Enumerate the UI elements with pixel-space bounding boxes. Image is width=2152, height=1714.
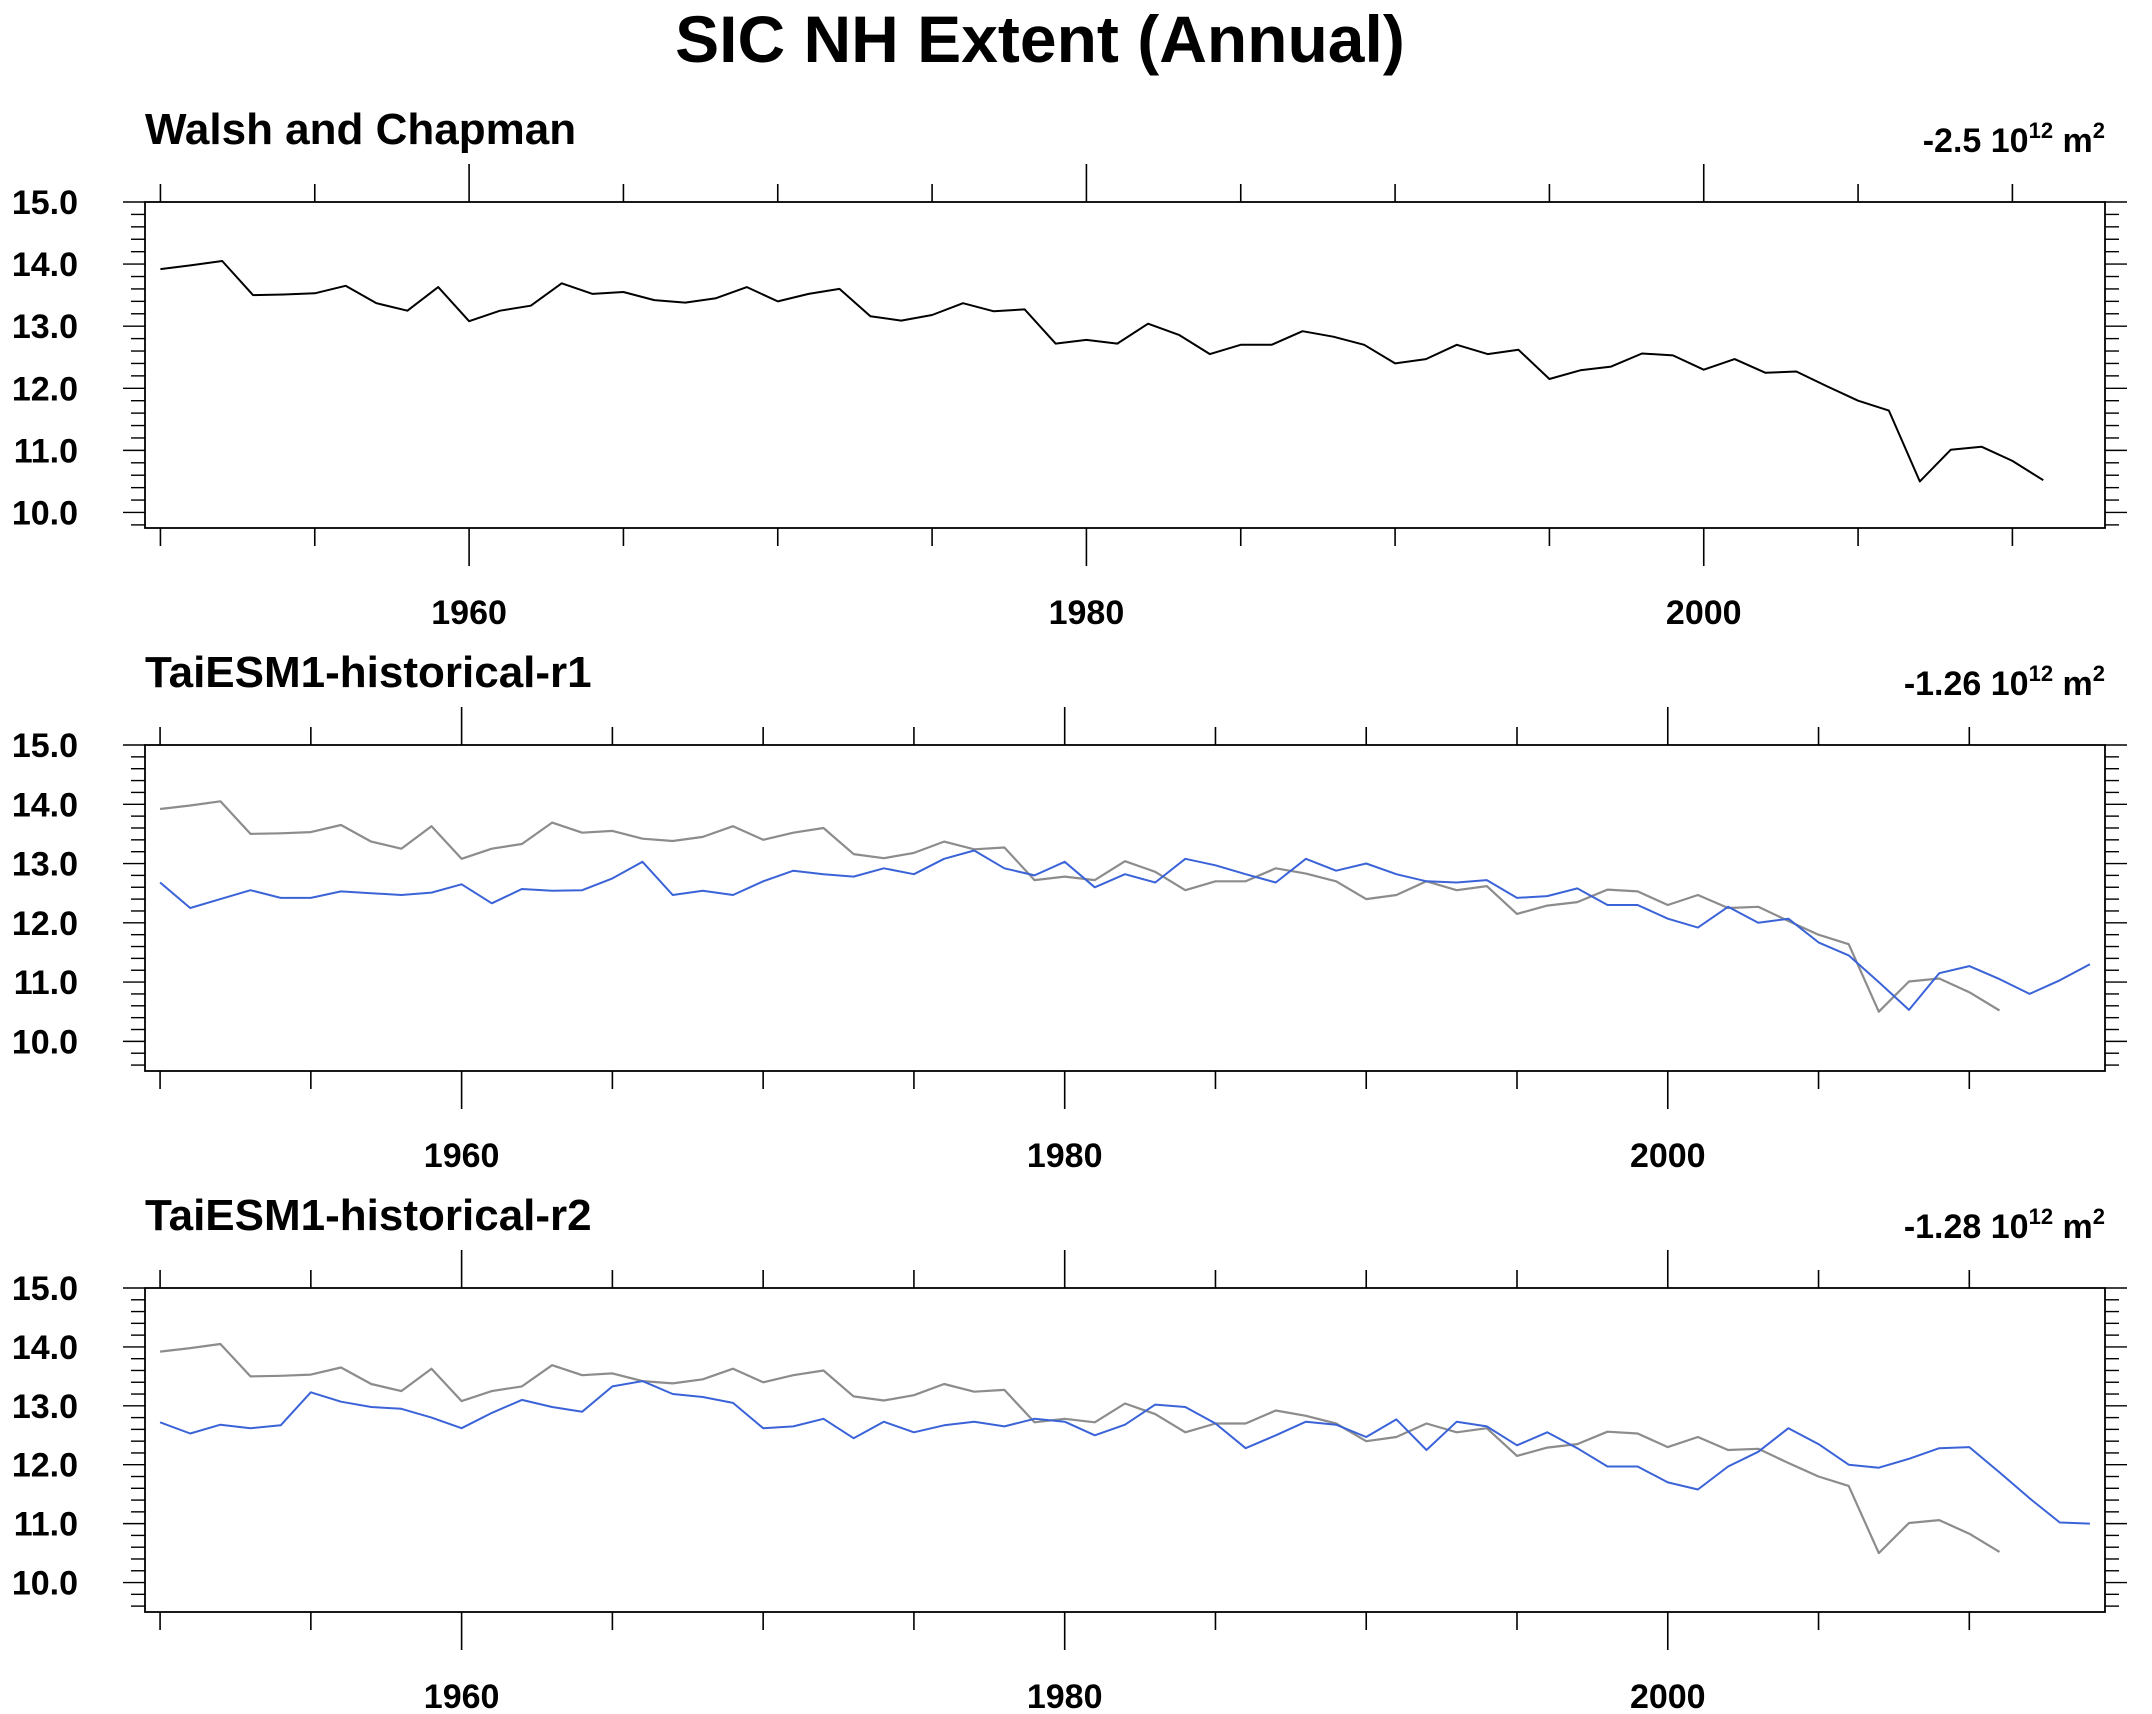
trend-exponent: 2	[2093, 661, 2105, 686]
plot-frame	[144, 1287, 2106, 1613]
x-tick-label: 1960	[424, 1678, 500, 1714]
x-tick-label: 2000	[1666, 594, 1742, 632]
x-tick-label: 1980	[1027, 1678, 1103, 1714]
x-tick-label: 2000	[1630, 1678, 1706, 1714]
y-tick-label: 11.0	[14, 1506, 78, 1544]
panel-taiesm1-historical-r1: TaiESM1-historical-r1 -1.26 1012 m2 1960 19…	[12, 648, 2127, 1175]
trend-text: m	[2053, 665, 2093, 703]
x-tick-label: 2000	[1630, 1137, 1706, 1175]
y-tick-label: 11.0	[14, 964, 78, 1002]
plot-frame	[144, 201, 2106, 529]
model-series-line	[159, 849, 2091, 1011]
trend-label: -1.28 1012 m2	[1904, 1204, 2105, 1246]
y-tick-label: 15.0	[12, 1270, 78, 1308]
trend-text: -2.5 10	[1923, 122, 2029, 160]
y-tick-label: 14.0	[12, 1329, 78, 1367]
y-tick-label: 10.0	[12, 494, 78, 532]
panel-title: Walsh and Chapman	[145, 105, 576, 154]
observation-series-line	[160, 260, 2044, 483]
y-tick-label: 15.0	[12, 184, 78, 222]
y-tick-label: 14.0	[12, 786, 78, 824]
plot-frame	[144, 744, 2106, 1072]
y-tick-label: 10.0	[12, 1023, 78, 1061]
y-tick-label: 12.0	[12, 370, 78, 408]
y-tick-label: 15.0	[12, 727, 78, 765]
trend-text: m	[2053, 1208, 2093, 1246]
trend-text: -1.26 10	[1904, 665, 2029, 703]
x-tick-label: 1980	[1049, 594, 1125, 632]
y-tick-label: 13.0	[12, 1388, 78, 1426]
panel-taiesm1-historical-r2: TaiESM1-historical-r2 -1.28 1012 m2 1960 19…	[12, 1191, 2127, 1714]
trend-exponent: 2	[2093, 1204, 2105, 1229]
y-tick-label: 11.0	[14, 432, 78, 470]
trend-label: -1.26 1012 m2	[1904, 661, 2105, 703]
trend-exponent: 2	[2093, 118, 2105, 143]
y-tick-label: 12.0	[12, 905, 78, 943]
y-tick-label: 14.0	[12, 246, 78, 284]
trend-exponent: 12	[2029, 661, 2053, 686]
x-tick-label: 1960	[431, 594, 507, 632]
trend-exponent: 12	[2029, 118, 2053, 143]
y-tick-label: 13.0	[12, 308, 78, 346]
trend-text: -1.28 10	[1904, 1208, 2029, 1246]
figure-title: SIC NH Extent (Annual)	[675, 2, 1405, 76]
x-tick-label: 1960	[424, 1137, 500, 1175]
x-tick-label: 1980	[1027, 1137, 1103, 1175]
trend-exponent: 12	[2029, 1204, 2053, 1229]
y-tick-label: 10.0	[12, 1565, 78, 1603]
reference-series-line	[159, 800, 2001, 1013]
model-series-line	[159, 1380, 2090, 1525]
y-tick-label: 13.0	[12, 846, 78, 884]
panel-walsh-and-chapman: Walsh and Chapman -2.5 1012 m2 1960 1980 200…	[12, 105, 2127, 632]
trend-label: -2.5 1012 m2	[1923, 118, 2105, 160]
trend-text: m	[2053, 122, 2093, 160]
y-tick-label: 12.0	[12, 1447, 78, 1485]
reference-series-line	[159, 1342, 2001, 1555]
panel-title: TaiESM1-historical-r2	[145, 1191, 592, 1240]
panel-title: TaiESM1-historical-r1	[145, 648, 592, 697]
